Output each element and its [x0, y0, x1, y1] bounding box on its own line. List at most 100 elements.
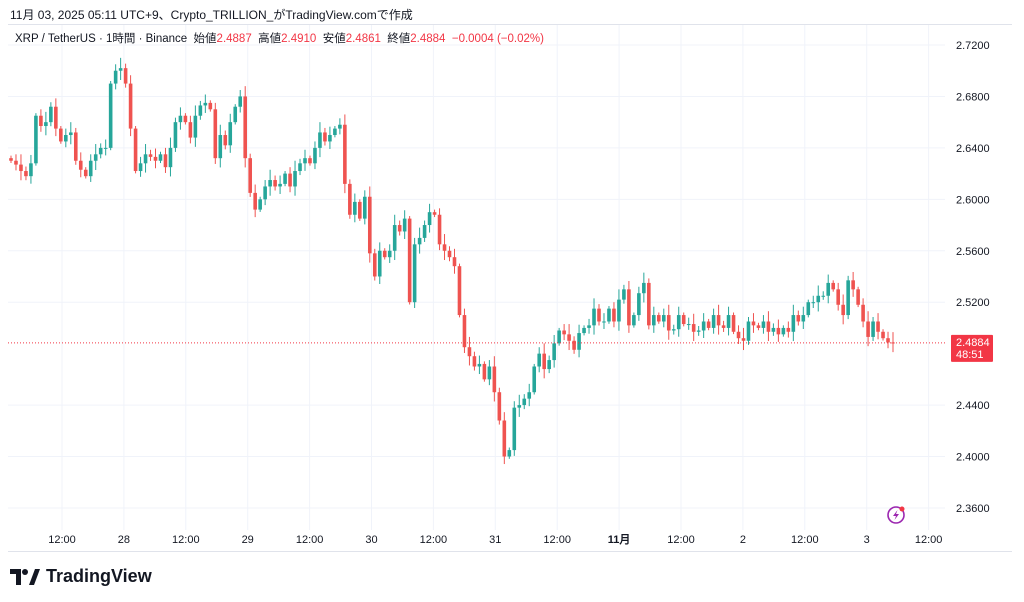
candle-body: [532, 366, 537, 393]
candle: [886, 331, 890, 349]
chart-caption: 11月 03, 2025 05:11 UTC+9、Crypto_TRILLION…: [10, 8, 413, 22]
symbol-legend: XRP / TetherUS · 1時間 · Binance 始値2.4887 …: [15, 30, 544, 46]
candle-body: [392, 225, 397, 251]
x-tick-label: 2: [740, 534, 746, 546]
candle: [427, 203, 432, 233]
candle-body: [502, 420, 507, 457]
candle-body: [447, 250, 452, 258]
candle-body: [497, 392, 502, 421]
candle-body: [103, 147, 108, 149]
candle: [607, 306, 611, 324]
candle: [686, 317, 691, 330]
candle-body: [412, 244, 417, 303]
candle-body: [93, 154, 98, 161]
candle: [791, 304, 796, 342]
candle-body: [382, 250, 387, 258]
tradingview-logo[interactable]: TradingView: [10, 566, 152, 587]
candle: [691, 313, 696, 342]
candle: [517, 394, 522, 417]
candle: [881, 329, 885, 341]
candle-body: [472, 356, 477, 367]
candle: [781, 325, 786, 337]
candle-body: [731, 315, 736, 332]
candle-body: [851, 280, 855, 290]
tradingview-logo-icon: [10, 568, 40, 585]
candle: [512, 401, 517, 456]
x-tick-label: 12:00: [543, 534, 571, 546]
candle-body: [228, 122, 233, 146]
candle: [412, 237, 417, 308]
candle-body: [746, 321, 751, 341]
change-value: −0.0004 (−0.02%): [451, 33, 544, 45]
candle-body: [432, 212, 437, 215]
candle-body: [49, 106, 53, 123]
candle: [467, 336, 472, 366]
candle: [108, 81, 113, 151]
y-tick-label: 2.7200: [956, 40, 990, 52]
candle-body: [816, 295, 821, 303]
low-label: 安値: [322, 33, 346, 45]
x-tick-label: 30: [365, 534, 377, 546]
candle: [861, 298, 865, 328]
candle-body: [19, 164, 23, 172]
candle-body: [183, 115, 188, 123]
candle-body: [203, 102, 208, 106]
candle-body: [552, 343, 556, 361]
x-tick-label: 28: [118, 534, 130, 546]
candle-body: [482, 363, 487, 380]
candle: [761, 315, 766, 334]
candle: [522, 394, 527, 410]
candle: [731, 312, 736, 335]
candle: [163, 147, 168, 173]
candle: [557, 327, 561, 346]
candle-body: [656, 315, 661, 322]
candle: [193, 105, 198, 147]
candle-body: [607, 308, 611, 322]
candle-body: [592, 308, 596, 326]
x-tick-label: 12:00: [296, 534, 324, 546]
candle: [278, 175, 282, 194]
candle: [676, 306, 681, 337]
candle: [188, 115, 193, 144]
candle: [93, 144, 98, 170]
candle-body: [442, 244, 447, 251]
candle: [542, 343, 546, 379]
current-price-tag: [951, 334, 993, 362]
x-tick-label: 12:00: [172, 534, 200, 546]
candle-body: [123, 68, 128, 84]
candle-body: [741, 338, 746, 341]
candle-body: [238, 96, 243, 107]
bar-countdown: 48:51: [956, 349, 984, 361]
candle: [118, 57, 123, 80]
candle-body: [676, 315, 681, 330]
y-tick-label: 2.6000: [956, 194, 990, 206]
candle: [841, 294, 845, 325]
candle: [44, 111, 48, 136]
candle: [402, 210, 407, 239]
candle-body: [158, 154, 163, 161]
lightning-icon[interactable]: [887, 506, 905, 524]
candle-body: [213, 109, 218, 159]
candle: [148, 149, 153, 161]
candle-body: [831, 282, 836, 290]
candle-body: [243, 96, 248, 159]
candle: [666, 304, 671, 340]
candle-body: [776, 327, 781, 335]
candle: [178, 107, 183, 130]
candle: [671, 324, 676, 335]
candle: [143, 144, 148, 173]
y-tick-label: 2.4000: [956, 452, 990, 464]
candle: [64, 128, 68, 148]
candle: [502, 412, 507, 465]
candle-body: [706, 321, 711, 328]
candle-body: [273, 180, 277, 187]
candle: [263, 180, 267, 206]
candle-body: [278, 183, 282, 187]
candle-body: [258, 199, 262, 210]
candle: [821, 291, 826, 300]
candle-body: [801, 315, 806, 322]
candle-body: [303, 158, 307, 164]
candle-body: [577, 333, 581, 350]
candle-body: [856, 289, 860, 305]
